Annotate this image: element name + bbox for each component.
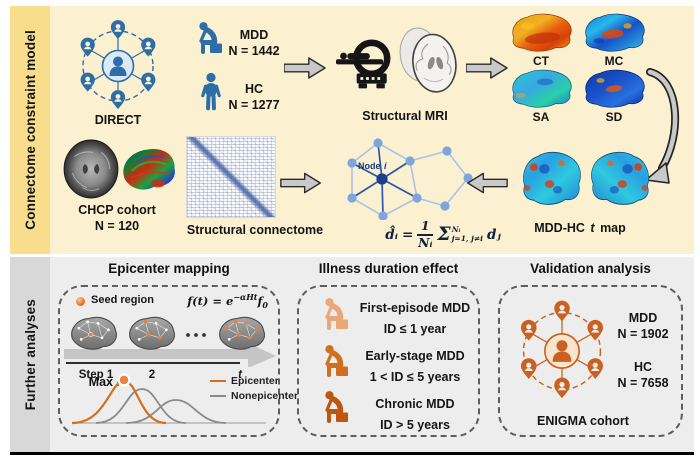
step-t-label: t xyxy=(238,369,242,381)
chcp-n: N = 120 xyxy=(94,219,140,233)
correlation-curves-chart xyxy=(71,373,266,425)
sa-brain-map xyxy=(512,69,572,108)
hc-person-icon xyxy=(201,72,221,111)
dti-tractography-brain-image xyxy=(123,148,175,190)
first-episode-name: First-episode MDD xyxy=(359,301,471,315)
curved-flow-arrow-icon xyxy=(645,68,680,184)
enigma-cohort-label: ENIGMA cohort xyxy=(537,414,629,428)
hc-n: N = 1277 xyxy=(228,98,280,112)
structural-mri-label: Structural MRI xyxy=(362,109,448,123)
tmap-label: MDD-HC t map xyxy=(534,221,626,235)
epicenter-line-swatch xyxy=(210,379,226,383)
person-pin-icons xyxy=(520,300,604,399)
diffusion-formula: f(t) = e−αHtf0 xyxy=(187,292,268,311)
early-stage-mdd-icon xyxy=(325,345,348,377)
chronic-duration: ID > 5 years xyxy=(380,418,450,432)
ct-label: CT xyxy=(533,54,549,68)
connectome-model-section: Connectome constraint model DIRECT xyxy=(10,6,694,254)
chronic-mdd-icon xyxy=(325,391,348,423)
mdd-label: MDD xyxy=(239,28,269,42)
person-pin-icons xyxy=(80,20,156,110)
section-title-bottom: Further analyses xyxy=(22,298,38,411)
formula-sigma-group: Σ Nᵢ j=1, j≠i xyxy=(437,223,484,246)
validation-hc-n: N = 7658 xyxy=(617,376,669,390)
mdd-n: N = 1442 xyxy=(228,44,280,58)
chronic-name: Chronic MDD xyxy=(375,397,455,411)
legend-epicenter: Epicenter xyxy=(210,375,279,387)
chcp-label: CHCP cohort xyxy=(78,203,156,217)
validation-mdd-label: MDD xyxy=(628,311,658,325)
first-episode-mdd-icon xyxy=(325,298,348,330)
structural-connectome-label: Structural connectome xyxy=(186,223,324,237)
nodal-deviation-formula: d̂ᵢ = 1 Nᵢ Σ Nᵢ j=1, j≠i dⱼ xyxy=(358,218,528,251)
enigma-network-icon xyxy=(520,300,604,399)
mc-brain-map xyxy=(585,13,645,52)
illness-title: Illness duration effect xyxy=(318,261,459,276)
node-network-diagram: Node i xyxy=(347,138,473,220)
node-i-label-it: i xyxy=(384,161,387,171)
section-label-strip-top: Connectome constraint model xyxy=(10,6,50,254)
seed-region-dot-icon xyxy=(76,297,85,306)
brain-step-2 xyxy=(129,316,175,350)
timeline-arrow xyxy=(64,343,276,367)
formula-rhs: dⱼ xyxy=(487,226,501,243)
mri-scanner-icon xyxy=(336,39,391,89)
diffusion-steps-graphic xyxy=(64,316,276,367)
ct-brain-map xyxy=(512,13,572,52)
flow-arrow-right-icon xyxy=(466,57,508,79)
epicenter-panel: Seed region f(t) = e−αHtf0 xyxy=(58,285,298,437)
axial-mri-brain-image xyxy=(63,139,119,199)
validation-panel: MDD N = 1902 HC N = 7658 ENIGMA cohort xyxy=(498,285,683,437)
flow-arrow-left-icon xyxy=(467,172,508,194)
first-episode-duration: ID ≤ 1 year xyxy=(383,322,447,336)
hc-label: HC xyxy=(244,82,264,96)
illness-duration-panel: First-episode MDD ID ≤ 1 year Early-stag… xyxy=(297,285,480,437)
epicenter-title: Epicenter mapping xyxy=(108,261,230,276)
formula-eq: = xyxy=(401,226,414,243)
early-stage-duration: 1 < ID ≤ 5 years xyxy=(369,370,461,384)
step-2-label: 2 xyxy=(148,369,156,381)
direct-label: DIRECT xyxy=(94,113,142,127)
validation-hc-label: HC xyxy=(633,360,653,374)
early-stage-name: Early-stage MDD xyxy=(365,349,465,363)
validation-title: Validation analysis xyxy=(530,261,651,276)
section-title-top: Connectome constraint model xyxy=(22,30,38,230)
direct-network-icon xyxy=(80,20,156,110)
sa-label: SA xyxy=(532,110,550,124)
further-analyses-section: Further analyses Epicenter mapping Illne… xyxy=(10,257,694,455)
formula-lhs: d̂ᵢ xyxy=(385,226,398,243)
sd-label: SD xyxy=(605,110,623,124)
connectome-matrix-image xyxy=(186,136,276,218)
formula-fraction: 1 Nᵢ xyxy=(417,218,434,251)
mdd-patient-icon xyxy=(199,22,222,54)
mdd-hc-tmap-brains xyxy=(522,151,650,205)
flow-arrow-right-icon xyxy=(284,57,326,79)
brain-step-1 xyxy=(71,316,117,350)
brain-slices-icon xyxy=(399,27,457,93)
seed-region-label: Seed region xyxy=(91,294,154,306)
flow-arrow-right-icon xyxy=(280,172,321,194)
step-1-label: Step 1 xyxy=(78,369,114,381)
ellipsis-dots xyxy=(186,333,206,337)
nonepicenter-line-swatch xyxy=(210,394,226,398)
sd-brain-map xyxy=(585,69,645,108)
brain-step-t xyxy=(219,316,265,350)
validation-mdd-n: N = 1902 xyxy=(617,327,669,341)
mc-label: MC xyxy=(604,54,624,68)
node-i-label-pre: Node xyxy=(358,161,381,171)
legend-nonepicenter: Nonepicenter xyxy=(210,390,298,402)
section-label-strip-bottom: Further analyses xyxy=(10,257,50,452)
